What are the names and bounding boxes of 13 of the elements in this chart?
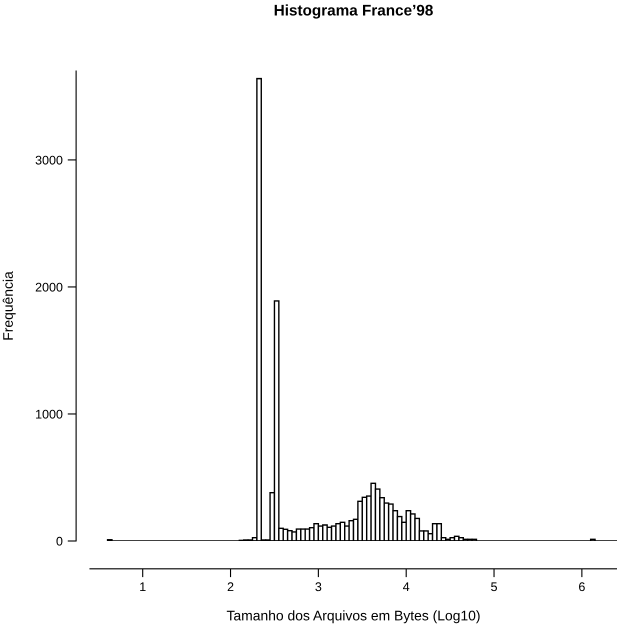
y-tick-label: 3000 — [36, 156, 62, 165]
x-tick-label: 5 — [491, 582, 497, 592]
x-tick-label: 2 — [228, 582, 234, 592]
x-tick-label: 6 — [579, 582, 585, 592]
chart-title: Histograma France’98 — [274, 4, 433, 19]
x-axis-title: Tamanho dos Arquivos em Bytes (Log10) — [226, 610, 480, 624]
y-tick-label: 1000 — [36, 410, 62, 419]
y-axis-title: Frequência — [2, 271, 16, 340]
x-tick-label: 4 — [403, 582, 410, 592]
x-tick-label: 1 — [140, 582, 146, 592]
y-tick-label: 0 — [56, 536, 62, 546]
y-tick-label: 2000 — [36, 282, 62, 292]
x-tick-label: 3 — [315, 582, 322, 592]
